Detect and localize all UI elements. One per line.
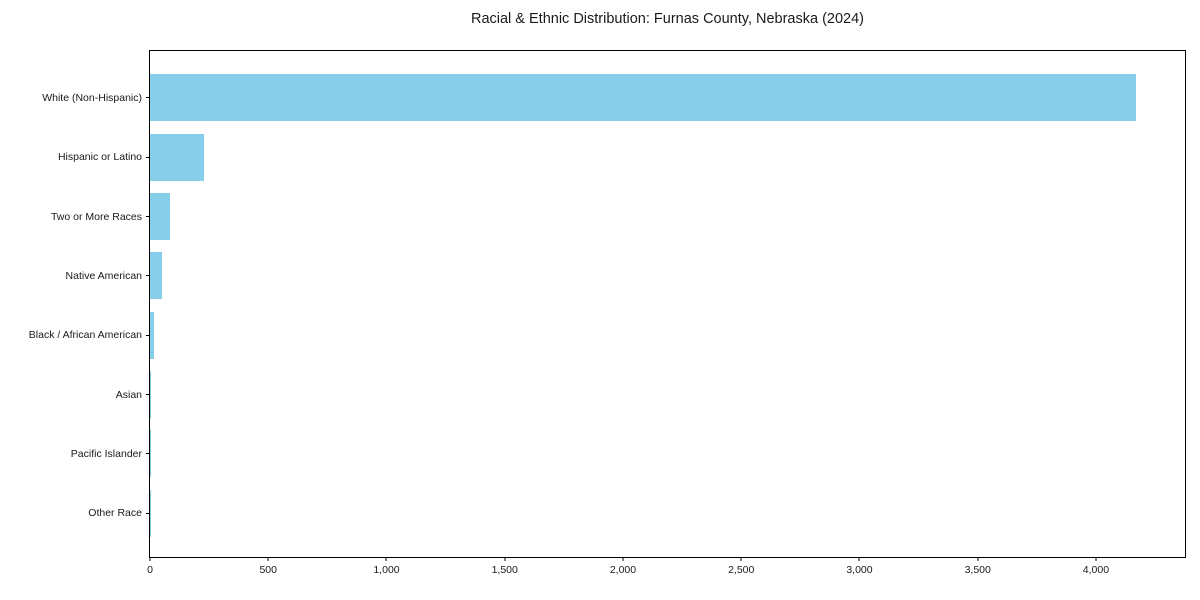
y-axis-tick [146, 334, 150, 336]
bar-hispanic-or-latino [150, 133, 204, 181]
x-axis-tick [740, 557, 742, 561]
x-axis-tick [1095, 557, 1097, 561]
x-axis-tick [267, 557, 269, 561]
y-axis-label-white-non-hispanic: White (Non-Hispanic) [42, 91, 142, 104]
x-axis-tick-label: 500 [259, 564, 277, 576]
x-axis-tick-label: 2,500 [728, 564, 755, 576]
y-axis-tick [146, 512, 150, 514]
x-axis-tick-label: 2,000 [609, 564, 637, 576]
y-axis-label-hispanic-or-latino: Hispanic or Latino [57, 151, 142, 164]
x-axis-tick-label: 1,500 [491, 564, 518, 576]
x-axis-tick-label: 3,500 [964, 564, 991, 576]
y-axis-tick [146, 275, 150, 277]
chart-title: Racial & Ethnic Distribution: Furnas Cou… [470, 11, 864, 27]
bar-asian [150, 371, 152, 418]
x-axis-tick [622, 557, 624, 561]
y-axis-tick [146, 216, 150, 218]
plot-area: White (Non-Hispanic) Hispanic or Latino Tw… [29, 50, 1186, 576]
y-axis-label-two-or-more-races: Two or More Races [50, 210, 142, 223]
x-axis-tick [385, 557, 387, 561]
y-axis-label-native-american: Native American [65, 269, 142, 282]
x-axis-tick-label: 0 [147, 564, 153, 576]
bar-two-or-more-races [150, 193, 171, 241]
y-axis-label-black-african-american: Black / African American [28, 329, 142, 342]
y-axis-label-other-race: Other Race [88, 507, 142, 520]
y-axis-tick [146, 453, 150, 455]
y-axis-tick [146, 156, 150, 158]
bar-black-african-american [150, 311, 154, 359]
bar-native-american [150, 252, 162, 300]
x-axis-tick [504, 557, 506, 561]
y-axis-tick [146, 394, 150, 395]
y-axis-label-pacific-islander: Pacific Islander [70, 447, 142, 460]
x-axis-tick-label: 3,000 [846, 564, 873, 576]
x-axis-tick [858, 557, 860, 561]
y-axis-tick [146, 97, 150, 99]
x-axis-tick [149, 557, 151, 561]
x-axis-tick-label: 4,000 [1082, 564, 1110, 576]
bar-white-non-hispanic [150, 74, 1137, 122]
y-axis-label-asian: Asian [115, 388, 142, 401]
x-axis-tick [977, 557, 979, 561]
x-axis-tick-label: 1,000 [373, 564, 400, 576]
